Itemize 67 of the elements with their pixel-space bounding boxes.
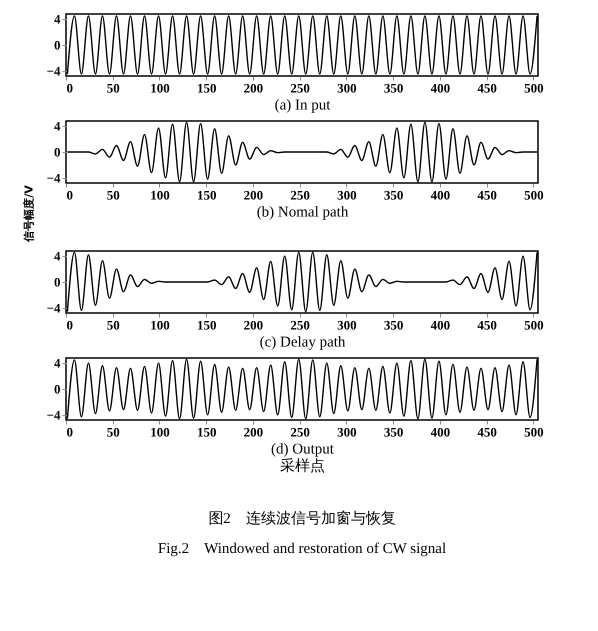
x-tick-label: 500 <box>524 318 544 332</box>
x-tick-label: 450 <box>477 318 497 332</box>
x-tick-label: 100 <box>150 318 170 332</box>
x-tick-label: 50 <box>106 318 120 332</box>
x-tick-label: 200 <box>244 424 264 440</box>
y-tick-label: 4 <box>54 356 61 371</box>
caption: 图2 连续波信号加窗与恢复 <box>208 510 396 527</box>
x-tick-label: 50 <box>106 424 120 440</box>
y-tick-label: 0 <box>54 144 60 160</box>
x-tick-label: 250 <box>290 188 310 202</box>
x-tick-label: 150 <box>196 80 216 96</box>
line-series <box>66 252 538 312</box>
x-tick-label: 0 <box>66 80 73 96</box>
x-axis-title: 采样点 <box>280 458 325 474</box>
y-tick-label: −4 <box>46 63 61 78</box>
x-tick-label: 200 <box>244 318 264 332</box>
x-tick-label: 100 <box>150 188 170 202</box>
y-tick-label: 0 <box>54 382 60 396</box>
x-tick-label: 250 <box>290 424 310 440</box>
y-tick-label: 4 <box>54 248 61 264</box>
x-tick-label: 100 <box>150 424 170 440</box>
x-tick-label: 450 <box>477 188 497 202</box>
x-tick-label: 150 <box>196 188 216 202</box>
x-tick-label: 350 <box>384 424 404 440</box>
x-tick-label: 300 <box>337 188 357 202</box>
line-series <box>66 122 538 182</box>
x-tick-label: 400 <box>430 424 450 440</box>
x-tick-label: 300 <box>337 318 357 332</box>
x-tick-label: 300 <box>337 80 357 96</box>
x-tick-label: 350 <box>384 80 404 96</box>
x-tick-label: 150 <box>196 318 216 332</box>
y-tick-label: 0 <box>54 38 60 52</box>
x-tick-label: 0 <box>66 188 73 202</box>
x-tick-label: 450 <box>477 80 497 96</box>
text: (a) In put <box>274 98 332 114</box>
x-tick-label: 250 <box>290 318 310 332</box>
x-tick-label: 400 <box>430 188 450 202</box>
x-tick-label: 250 <box>290 80 310 96</box>
text: (b) Nomal path <box>256 204 349 220</box>
y-tick-label: −4 <box>46 300 61 316</box>
text: (c) Delay path <box>260 334 346 350</box>
y-tick-label: −4 <box>46 407 61 422</box>
line-series <box>66 358 538 420</box>
y-tick-label: −4 <box>46 170 61 186</box>
y-tick-label: 4 <box>54 12 61 27</box>
x-tick-label: 500 <box>524 424 544 440</box>
x-tick-label: 200 <box>244 80 264 96</box>
x-tick-label: 350 <box>384 188 404 202</box>
y-tick-label: 0 <box>54 274 60 290</box>
x-tick-label: 500 <box>524 80 544 96</box>
x-tick-label: 50 <box>106 80 120 96</box>
x-tick-label: 500 <box>524 188 544 202</box>
x-tick-label: 400 <box>430 80 450 96</box>
x-tick-label: 50 <box>106 188 120 202</box>
text: (d) Output <box>271 442 335 458</box>
y-tick-label: 4 <box>54 118 61 134</box>
x-tick-label: 300 <box>337 424 357 440</box>
x-tick-label: 150 <box>196 424 216 440</box>
x-tick-label: 450 <box>477 424 497 440</box>
caption: Fig.2 Windowed and restoration of CW signal <box>158 541 446 557</box>
x-tick-label: 350 <box>384 318 404 332</box>
x-tick-label: 400 <box>430 318 450 332</box>
y-axis-title: 信号幅度/V <box>22 184 36 243</box>
x-tick-label: 0 <box>66 318 73 332</box>
x-tick-label: 100 <box>150 80 170 96</box>
x-tick-label: 200 <box>244 188 264 202</box>
x-tick-label: 0 <box>66 424 73 440</box>
